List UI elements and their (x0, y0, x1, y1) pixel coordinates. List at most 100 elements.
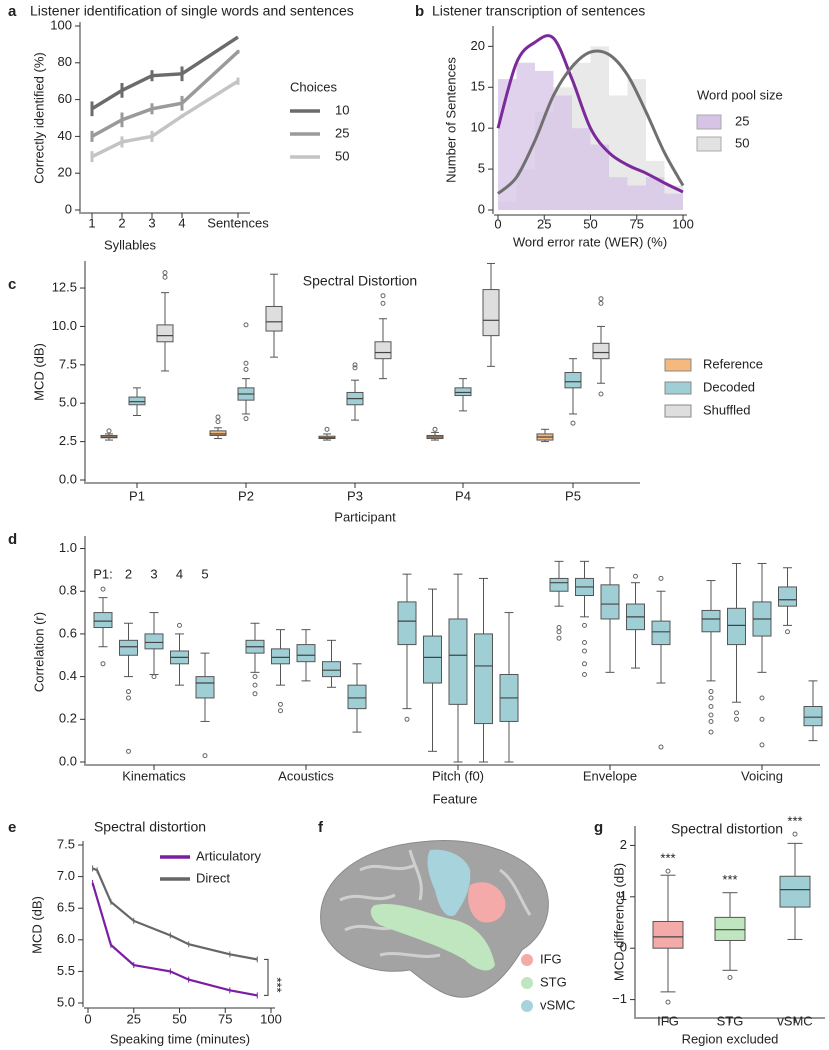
outlier (708, 689, 714, 695)
outlier (252, 682, 258, 688)
x-axis-label: Syllables (104, 237, 157, 252)
outlier (708, 704, 714, 709)
outlier (582, 671, 587, 677)
box (93, 612, 113, 629)
y-tick-label: 10.0 (52, 318, 77, 333)
x-tick-label: 1 (88, 215, 95, 230)
legend-swatch (696, 114, 722, 130)
outlier (598, 296, 604, 302)
x-tick-label: 75 (630, 216, 644, 231)
x-axis-label: Region excluded (682, 1031, 779, 1046)
x-axis-label: Participant (334, 509, 396, 524)
x-tick-label: 100 (260, 1011, 282, 1026)
box (727, 607, 746, 646)
x-tick-label: 100 (672, 216, 694, 231)
y-tick-label: 6.5 (57, 900, 75, 915)
legend-swatch (664, 404, 692, 418)
outlier (252, 674, 258, 680)
x-tick-label: P2 (238, 488, 254, 503)
brain-gyri (339, 849, 532, 958)
density-line (497, 49, 685, 195)
chart-title: Spectral Distortion (303, 273, 417, 289)
x-tick-label: IFG (657, 1013, 679, 1028)
outlier (100, 586, 106, 592)
box (482, 289, 500, 337)
x-tick-label: 2 (118, 215, 125, 230)
y-tick-label: −1 (612, 991, 627, 1006)
outlier (432, 426, 438, 432)
x-tick-label: P3 (347, 488, 363, 503)
outlier (759, 716, 765, 722)
hist-bar (627, 185, 646, 210)
x-tick-label: P4 (455, 488, 471, 503)
outlier (126, 689, 131, 695)
box (209, 430, 227, 436)
hist-bar (535, 70, 554, 210)
series-label: P1: (93, 566, 113, 581)
box (803, 706, 823, 727)
legend-label: Articulatory (196, 848, 262, 863)
y-tick-label: 20 (58, 165, 72, 180)
box (454, 387, 472, 397)
outlier (665, 999, 671, 1005)
legend-label: STG (540, 974, 567, 989)
box (701, 609, 721, 633)
outlier (582, 622, 587, 628)
box (156, 324, 174, 343)
panel-label: d (8, 531, 17, 548)
x-tick-label: 3 (148, 215, 155, 230)
y-axis-label: MCD (dB) (31, 343, 46, 401)
outlier (243, 322, 249, 328)
hist-bar (646, 177, 665, 210)
hist-bar (664, 193, 683, 210)
y-tick-label: 12.5 (52, 279, 77, 294)
panel-label: e (8, 819, 16, 836)
y-tick-label: 6.0 (57, 931, 75, 946)
y-tick-label: 20 (471, 38, 485, 53)
box (271, 648, 290, 665)
outlier (380, 293, 386, 299)
outlier (352, 365, 358, 371)
outlier (792, 831, 798, 837)
y-axis-label: MCD (dB) (29, 896, 44, 954)
density-line (496, 34, 684, 194)
legend-label: Reference (703, 356, 763, 371)
series-label: 3 (150, 566, 157, 581)
x-tick-label: P1 (129, 488, 145, 503)
box (265, 305, 283, 332)
significance-label: *** (270, 977, 285, 992)
x-tick-label: Voicing (741, 768, 783, 783)
box (474, 633, 493, 725)
x-axis-label: Speaking time (minutes) (110, 1031, 250, 1046)
outlier (570, 420, 576, 426)
legend-title: Choices (290, 79, 337, 94)
outlier (727, 974, 733, 980)
legend-swatch (664, 381, 692, 395)
legend-label: Direct (196, 870, 230, 885)
outlier (243, 416, 249, 422)
outlier (380, 300, 386, 306)
x-axis-label: Feature (433, 791, 478, 806)
chart-title: Spectral distortion (94, 819, 206, 835)
legend-label: 50 (335, 148, 349, 163)
legend-swatch (521, 977, 533, 989)
outlier (658, 575, 664, 581)
outlier (785, 629, 790, 635)
outlier (658, 744, 664, 750)
outlier (106, 428, 112, 434)
outlier (215, 419, 221, 425)
y-tick-label: 7.5 (59, 356, 77, 371)
y-tick-label: 0 (620, 940, 627, 955)
outlier (556, 629, 562, 635)
region-vsmc (427, 849, 471, 916)
outlier (324, 426, 330, 432)
box (128, 396, 146, 406)
outlier (556, 635, 562, 641)
chart-title: Listener identification of single words … (30, 3, 354, 19)
legend-swatch (696, 136, 722, 152)
hist-bar (553, 95, 572, 210)
y-tick-label: 80 (58, 54, 72, 69)
outlier (278, 701, 283, 707)
box (779, 875, 811, 908)
